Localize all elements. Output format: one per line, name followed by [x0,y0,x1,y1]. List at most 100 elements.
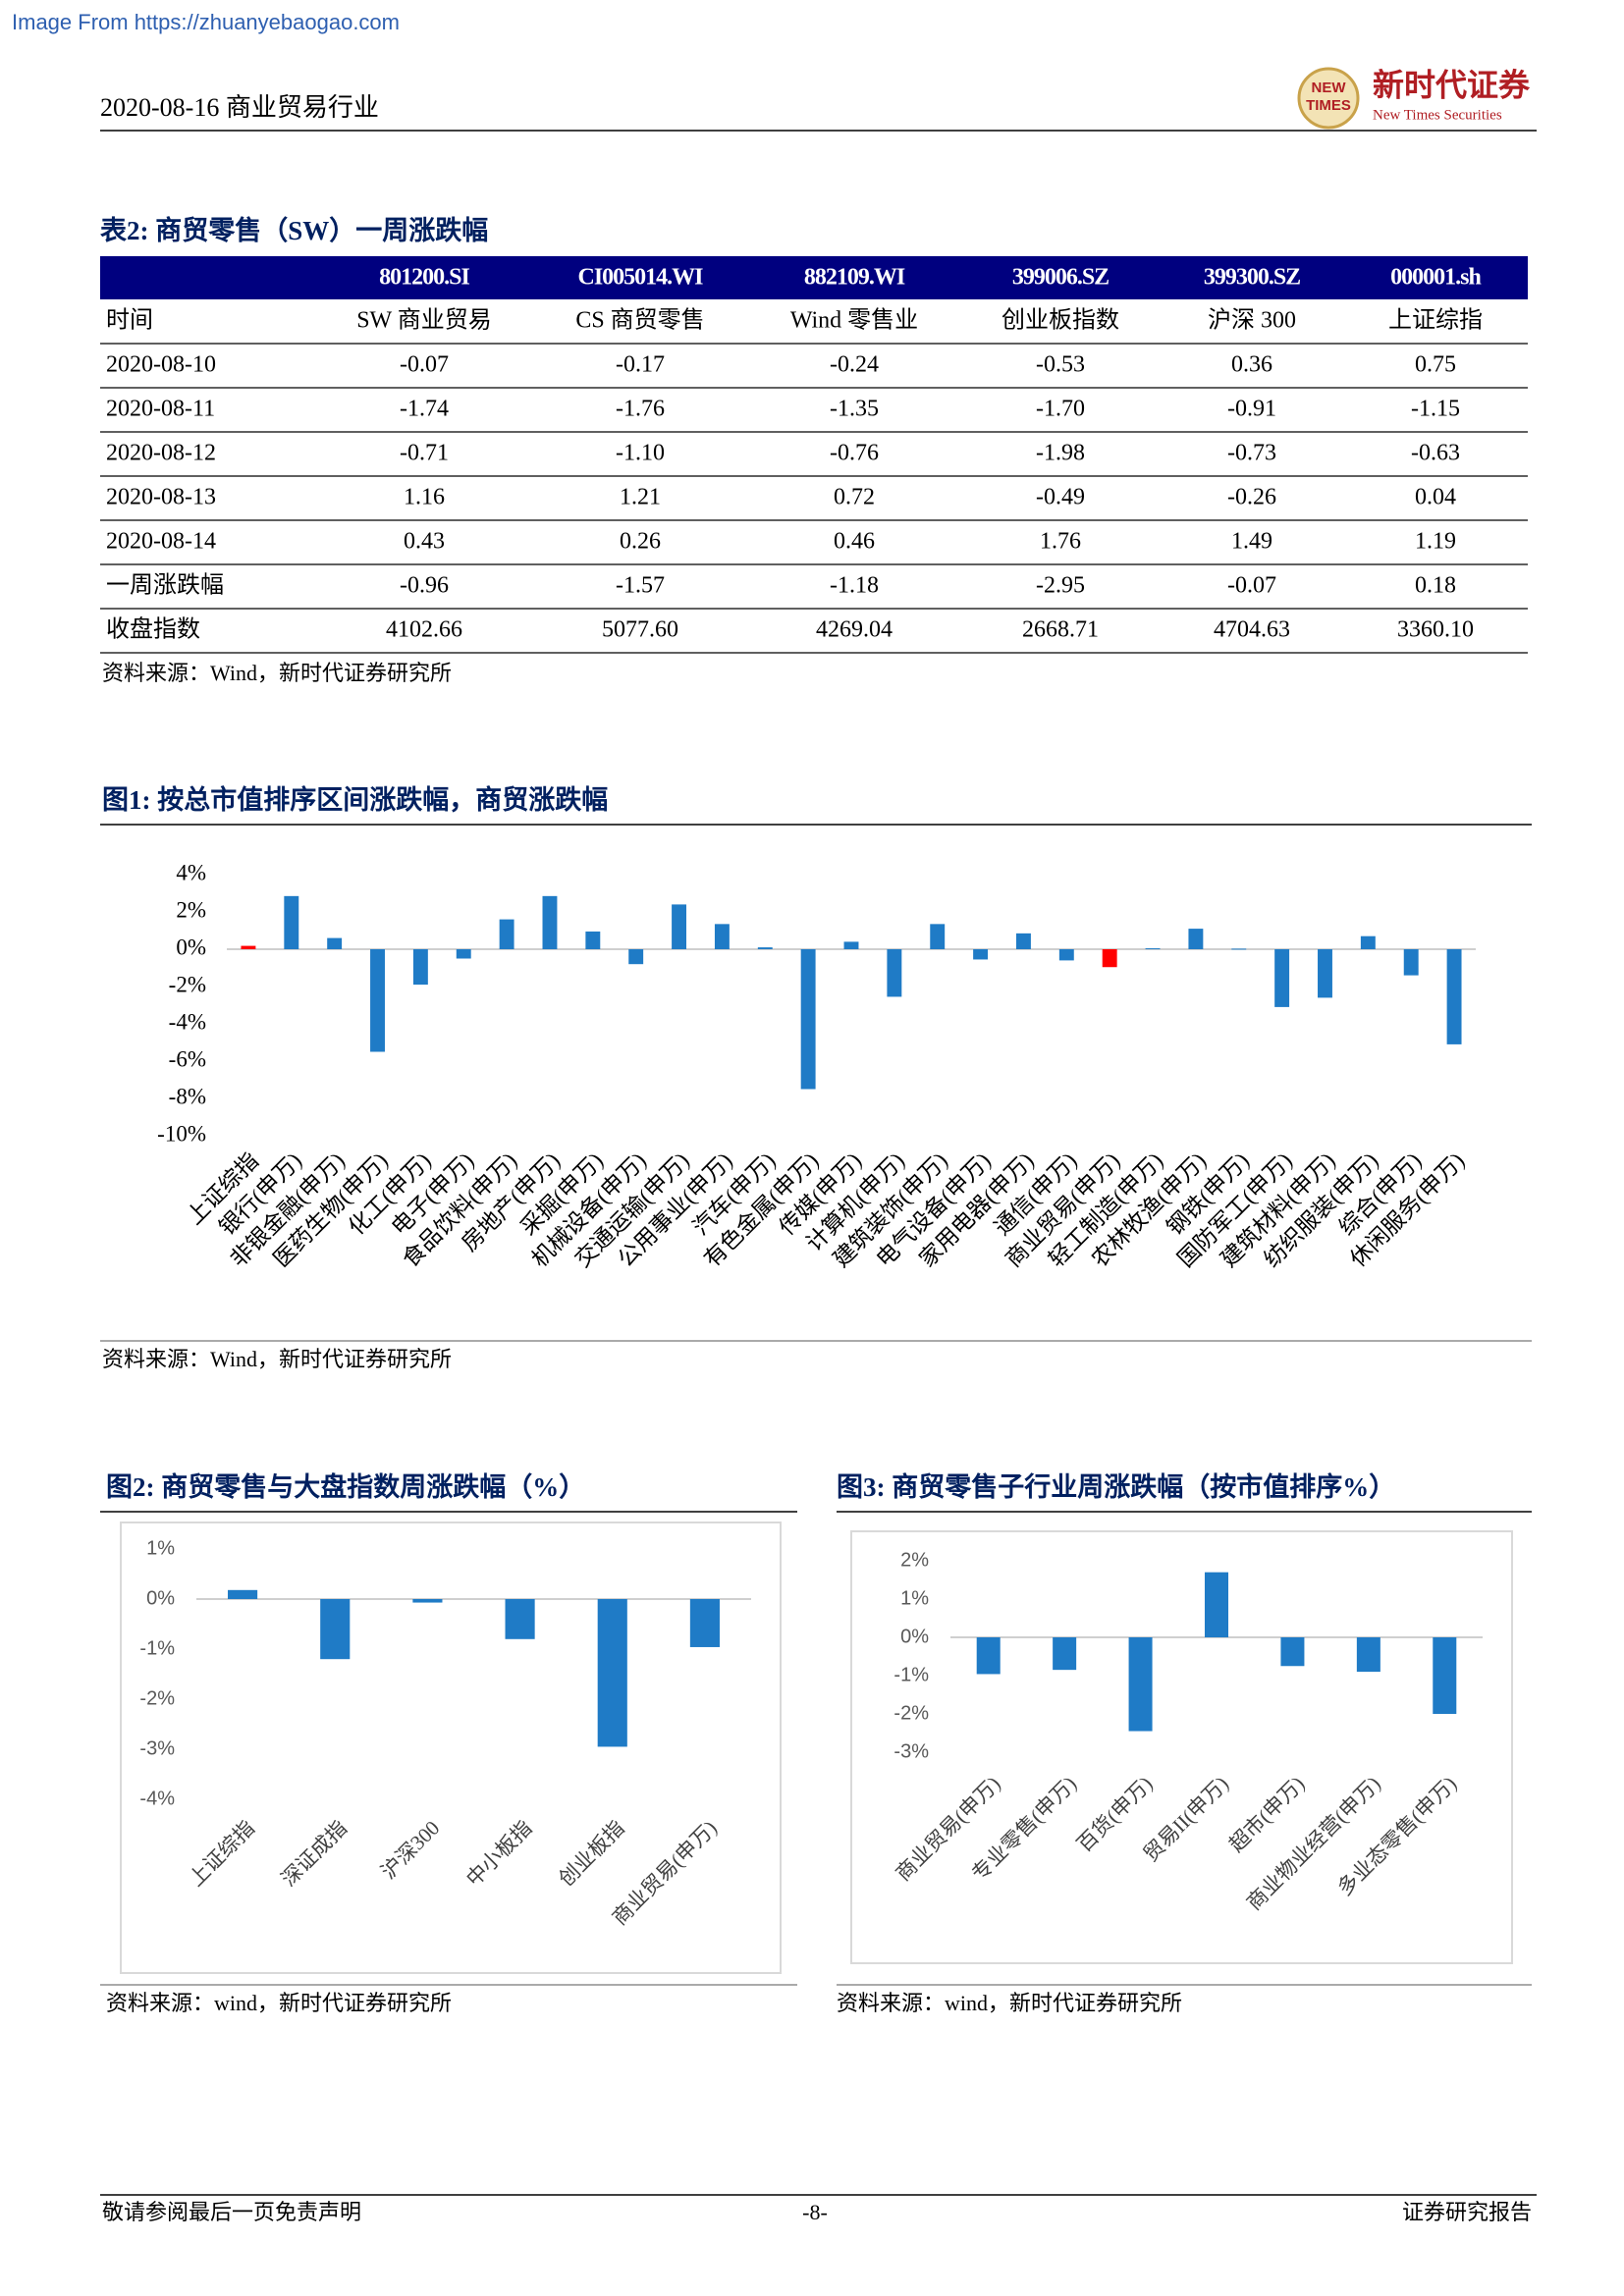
bar [542,895,558,949]
bar [412,1599,443,1603]
table-cell: 上证综指 [1388,307,1483,334]
table-title: 表2: 商贸零售（SW）一周涨跌幅 [100,215,488,245]
table-cell: 4102.66 [386,617,462,643]
table-cell: 2020-08-13 [106,485,216,510]
y-tick-label: -2% [169,972,206,996]
y-tick-label: 0% [176,934,206,959]
watermark: Image From https://zhuanyebaogao.com [12,10,400,34]
table-cell: -0.73 [1227,441,1276,466]
table-cell: -0.96 [400,573,449,599]
table-cell: 1.21 [620,485,661,510]
bar [597,1599,627,1747]
page-number: -8- [802,2200,828,2224]
table-cell: 2020-08-10 [106,352,216,378]
y-tick-label: -8% [169,1084,206,1108]
table-cell: -1.35 [830,397,879,422]
bar [1433,1637,1457,1714]
bar [456,949,471,959]
y-tick-label: 2% [900,1549,929,1571]
chart-frame [120,1522,782,1974]
bar [1231,948,1247,950]
table-cell: 1.19 [1415,529,1456,555]
table-header-cell: 801200.SI [379,265,469,291]
table-cell: -0.17 [616,352,665,378]
bar [228,1589,258,1599]
table-source: 资料来源：Wind，新时代证券研究所 [102,661,452,685]
table-cell: 一周涨跌幅 [106,572,224,599]
y-tick-label: -6% [169,1046,206,1071]
y-tick-label: -3% [893,1740,929,1762]
table-header-cell: 399300.SZ [1204,265,1300,291]
bar [585,931,601,949]
bar [1188,929,1204,949]
table-cell: -0.91 [1227,397,1276,422]
table-header-cell: CI005014.WI [577,265,703,291]
x-tick-label: 上证综指 [185,1816,259,1891]
bar [714,924,730,949]
table-header-cell: 882109.WI [804,265,905,291]
logo-text: TIMES [1306,97,1351,114]
footer-label: 证券研究报告 [1402,2200,1532,2224]
bar [1128,1637,1153,1732]
bar [757,947,773,949]
table: 801200.SI CI005014.WI 882109.WI 399006.SZ 39… [100,265,1528,654]
table-cell: 0.04 [1415,485,1456,510]
bar [1204,1572,1229,1637]
table-cell: 2020-08-12 [106,441,216,466]
table-header-cell: 399006.SZ [1012,265,1109,291]
table-cell: -0.24 [830,352,879,378]
table-cell: -1.74 [400,397,449,422]
table-cell: -0.07 [1227,573,1276,599]
table-cell: 2020-08-11 [106,397,215,422]
y-tick-label: -4% [169,1009,206,1034]
table-cell: Wind 零售业 [790,307,918,334]
figure-source: 资料来源：wind，新时代证券研究所 [106,1991,452,2015]
bar [973,949,989,960]
bar [327,937,343,949]
y-tick-label: 1% [146,1537,175,1559]
table-header-bg [100,256,1528,299]
table-header-cell: 000001.sh [1390,265,1481,291]
table-cell: 沪深 300 [1208,307,1296,334]
bar [241,945,256,949]
table-cell: 0.72 [834,485,875,510]
bar [370,949,385,1052]
y-tick-label: -3% [139,1737,175,1759]
y-tick-label: -2% [139,1687,175,1709]
figure-source: 资料来源：Wind，新时代证券研究所 [102,1347,452,1371]
bar [1360,935,1376,949]
table-cell: -1.57 [616,573,665,599]
table-cell: CS 商贸零售 [575,307,704,334]
table-cell: 4704.63 [1214,617,1290,643]
table-cell: 0.36 [1231,352,1272,378]
bar [930,924,946,949]
bar [1356,1637,1380,1673]
table-cell: -0.49 [1036,485,1085,510]
x-tick-label: 深证成指 [277,1816,352,1891]
bar [1058,949,1074,961]
table-cell: 1.49 [1231,529,1272,555]
y-tick-label: -10% [157,1121,206,1146]
table-cell: -0.53 [1036,352,1085,378]
table-cell: -0.63 [1411,441,1460,466]
table-cell: -1.70 [1036,397,1085,422]
table-cell: 0.46 [834,529,875,555]
table-cell: -0.07 [400,352,449,378]
logo-text: NEW [1312,80,1347,96]
bar [1446,949,1462,1044]
company-name-en: New Times Securities [1373,107,1502,123]
report-date: 2020-08-16 商业贸易行业 [100,93,379,122]
table-cell: 创业板指数 [1001,307,1119,334]
bar [628,949,644,965]
bar [505,1599,535,1639]
y-tick-label: 0% [900,1626,929,1647]
table-cell: 0.75 [1415,352,1456,378]
figure-title: 图2: 商贸零售与大盘指数周涨跌幅（%） [106,1471,585,1502]
x-tick-label: 沪深300 [376,1816,444,1884]
table-cell: 3360.10 [1397,617,1474,643]
table-cell: -0.76 [830,441,879,466]
table-cell: 收盘指数 [106,616,200,643]
chart-frame [850,1530,1513,1964]
bar [843,941,859,949]
